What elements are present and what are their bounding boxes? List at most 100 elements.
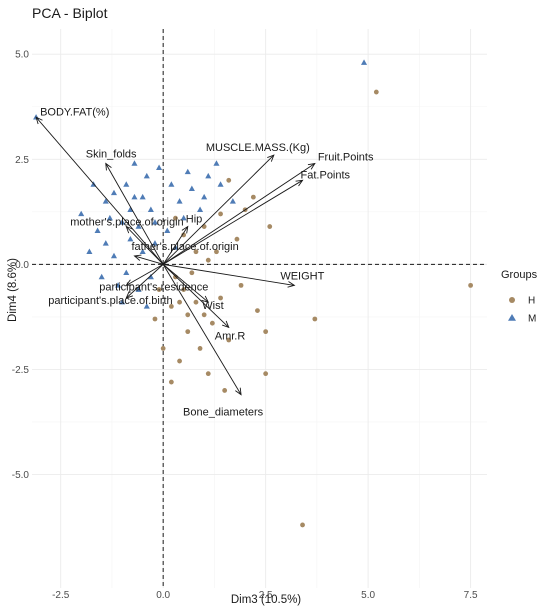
x-tick-label: 2.5	[259, 590, 273, 601]
vector-arrowhead	[267, 154, 275, 162]
x-tick-labels: -2.5 0.0 2.5 5.0 7.5	[52, 590, 478, 601]
point-H	[205, 371, 211, 377]
point-M	[143, 172, 150, 179]
point-H	[173, 215, 178, 221]
point-H	[189, 270, 195, 276]
vector-arrowhead	[307, 162, 316, 170]
point-M	[119, 298, 126, 305]
point-H	[226, 177, 232, 183]
point-M	[94, 227, 101, 233]
variable-label: participant's.place.of.birth	[48, 295, 172, 307]
point-M	[78, 210, 85, 217]
point-M	[123, 269, 130, 276]
reference-lines	[32, 29, 487, 588]
vector-arrowhead	[181, 225, 189, 234]
point-H	[152, 316, 158, 322]
legend-title: Groups	[501, 269, 538, 281]
vector-arrow	[125, 264, 164, 299]
point-M	[143, 303, 150, 309]
point-M	[139, 193, 146, 200]
point-H	[263, 371, 269, 377]
point-H	[177, 299, 182, 305]
point-H	[168, 303, 174, 309]
point-M	[201, 193, 208, 200]
point-M	[127, 206, 134, 212]
point-H	[255, 308, 260, 314]
point-H	[267, 224, 273, 229]
vector-arrowhead	[125, 279, 134, 286]
legend-key-M	[508, 314, 516, 321]
point-H	[209, 320, 215, 326]
variable-label: Wist	[202, 300, 223, 312]
variable-label: Skin_folds	[86, 148, 137, 160]
y-tick-label: 5.0	[15, 50, 29, 61]
point-H	[312, 316, 318, 322]
legend-label: M	[528, 314, 536, 325]
point-H	[173, 274, 178, 280]
vector-arrowhead	[35, 116, 43, 125]
point-H	[197, 346, 203, 351]
point-H	[238, 282, 244, 288]
point-H	[218, 211, 223, 217]
y-tick-label: -5.0	[12, 470, 30, 481]
vector-arrowhead	[133, 254, 142, 261]
point-H	[185, 312, 191, 318]
point-H	[214, 249, 219, 255]
point-M	[188, 185, 195, 191]
y-tick-labels: -5.0 -2.5 0.0 2.5 5.0	[12, 50, 30, 481]
vector-arrow	[125, 226, 164, 265]
vector-arrow	[162, 179, 303, 265]
x-tick-label: 7.5	[464, 590, 478, 601]
point-M	[180, 214, 187, 221]
point-H	[177, 358, 182, 364]
point-H	[218, 295, 223, 301]
minor-gridlines	[32, 29, 487, 588]
data-points	[33, 59, 474, 528]
point-M	[147, 273, 154, 280]
x-axis-title: Dim3 (10.5%)	[231, 594, 301, 606]
variable-label: Fruit.Points	[318, 151, 374, 163]
point-M	[139, 248, 146, 254]
point-H	[222, 388, 228, 393]
point-M	[135, 223, 142, 229]
point-M	[119, 219, 126, 225]
point-H	[201, 224, 207, 229]
point-H	[168, 379, 174, 385]
point-H	[156, 287, 162, 292]
point-M	[151, 219, 159, 225]
point-H	[468, 282, 474, 288]
point-M	[123, 181, 130, 187]
point-H	[185, 329, 191, 335]
point-M	[86, 248, 93, 254]
point-M	[229, 198, 236, 204]
y-tick-label: -2.5	[12, 365, 30, 376]
vector-arrow	[134, 255, 164, 265]
vector-arrowhead	[222, 320, 230, 329]
vector-arrowhead	[235, 387, 242, 396]
vector-arrowhead	[125, 291, 134, 299]
point-H	[226, 337, 232, 343]
vector-arrowhead	[295, 179, 304, 187]
variable-label: mother's.place.of.origin	[70, 217, 183, 229]
y-tick-label: 0.0	[15, 260, 29, 271]
vector-arrow	[105, 163, 164, 265]
point-H	[234, 236, 240, 242]
vector-arrowhead	[287, 281, 296, 288]
point-H	[373, 89, 379, 95]
point-H	[205, 257, 211, 263]
vector-arrow	[162, 264, 209, 303]
x-tick-label: 0.0	[156, 590, 170, 601]
point-M	[131, 160, 138, 166]
point-M	[102, 240, 109, 246]
point-H	[300, 522, 305, 528]
variable-label: Amr.R	[215, 330, 246, 342]
point-H	[201, 312, 207, 318]
point-M	[360, 59, 368, 65]
point-M	[217, 181, 224, 187]
point-H	[160, 346, 166, 351]
legend-label: H	[528, 296, 535, 307]
point-M	[151, 240, 159, 246]
point-M	[110, 189, 118, 196]
point-M	[115, 282, 122, 288]
